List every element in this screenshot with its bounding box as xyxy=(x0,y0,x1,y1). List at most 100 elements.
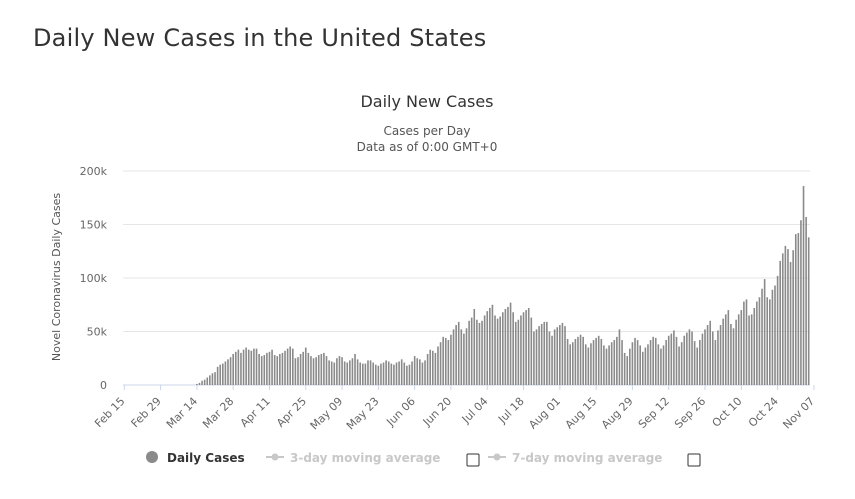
bar[interactable] xyxy=(496,318,499,385)
bar[interactable] xyxy=(444,337,447,385)
bar[interactable] xyxy=(600,338,603,385)
legend-item-3-day-average[interactable]: 3-day moving average xyxy=(266,451,440,465)
bar[interactable] xyxy=(400,359,403,385)
bar[interactable] xyxy=(639,345,641,385)
checkbox-3-day[interactable] xyxy=(466,453,480,467)
bar[interactable] xyxy=(457,321,460,385)
bar[interactable] xyxy=(802,185,805,385)
bar[interactable] xyxy=(730,324,732,385)
bar[interactable] xyxy=(489,307,491,385)
bar[interactable] xyxy=(678,346,680,385)
bar[interactable] xyxy=(608,345,610,385)
bar[interactable] xyxy=(761,288,763,385)
bar[interactable] xyxy=(623,352,626,385)
bar[interactable] xyxy=(338,356,341,385)
bar-series[interactable] xyxy=(196,185,810,386)
bar[interactable] xyxy=(463,333,465,385)
bar[interactable] xyxy=(209,375,211,385)
bar[interactable] xyxy=(227,359,229,385)
bar[interactable] xyxy=(229,357,232,385)
bar[interactable] xyxy=(499,316,502,385)
bar[interactable] xyxy=(701,333,704,385)
bar[interactable] xyxy=(315,357,317,385)
bar[interactable] xyxy=(735,319,737,385)
bar[interactable] xyxy=(727,310,730,385)
bar[interactable] xyxy=(652,336,654,385)
bar[interactable] xyxy=(691,331,693,386)
bar[interactable] xyxy=(336,358,338,385)
bar[interactable] xyxy=(522,312,525,385)
bar[interactable] xyxy=(750,314,753,385)
bar[interactable] xyxy=(512,312,514,385)
bar[interactable] xyxy=(292,348,294,385)
bar[interactable] xyxy=(657,344,660,385)
bar[interactable] xyxy=(743,301,745,385)
bar[interactable] xyxy=(634,337,636,385)
bar[interactable] xyxy=(211,373,214,385)
bar[interactable] xyxy=(660,348,662,385)
bar[interactable] xyxy=(491,304,494,385)
bar[interactable] xyxy=(577,336,579,385)
bar[interactable] xyxy=(297,357,299,385)
bar[interactable] xyxy=(779,260,781,385)
bar[interactable] xyxy=(307,352,310,385)
bar[interactable] xyxy=(504,309,507,385)
bar[interactable] xyxy=(805,217,807,385)
bar[interactable] xyxy=(247,349,250,385)
bar[interactable] xyxy=(486,311,489,385)
bar[interactable] xyxy=(758,297,761,385)
bar[interactable] xyxy=(665,340,667,385)
bar[interactable] xyxy=(465,328,468,385)
bar[interactable] xyxy=(605,348,608,385)
bar[interactable] xyxy=(310,356,312,385)
bar[interactable] xyxy=(670,333,673,385)
bar[interactable] xyxy=(413,356,416,385)
bar[interactable] xyxy=(551,335,553,385)
bar[interactable] xyxy=(654,337,657,385)
bar[interactable] xyxy=(501,312,504,385)
bar[interactable] xyxy=(494,315,496,385)
bar[interactable] xyxy=(253,348,255,385)
bar[interactable] xyxy=(395,362,398,385)
bar[interactable] xyxy=(535,329,538,385)
bar[interactable] xyxy=(333,362,336,385)
bar[interactable] xyxy=(794,234,797,385)
bar[interactable] xyxy=(763,279,766,385)
bar[interactable] xyxy=(636,340,639,385)
bar[interactable] xyxy=(234,351,237,385)
bar[interactable] xyxy=(284,350,286,385)
bar[interactable] xyxy=(330,361,333,385)
bar[interactable] xyxy=(216,366,219,385)
bar[interactable] xyxy=(369,360,372,385)
bar[interactable] xyxy=(273,355,276,385)
bar[interactable] xyxy=(232,353,234,385)
bar[interactable] xyxy=(561,322,564,385)
bar[interactable] xyxy=(478,322,481,385)
bar[interactable] xyxy=(621,340,623,385)
bar[interactable] xyxy=(468,320,470,385)
bar[interactable] xyxy=(530,317,533,385)
checkbox-7-day[interactable] xyxy=(687,453,701,467)
legend[interactable]: Daily Cases 3-day moving average 7-day mov… xyxy=(146,451,701,467)
bar[interactable] xyxy=(312,358,315,385)
bar[interactable] xyxy=(266,352,268,385)
bar[interactable] xyxy=(260,356,263,385)
bar[interactable] xyxy=(756,301,758,385)
bar[interactable] xyxy=(520,315,522,385)
bar[interactable] xyxy=(717,330,719,385)
bar[interactable] xyxy=(748,315,750,385)
bar[interactable] xyxy=(416,358,419,385)
bar[interactable] xyxy=(421,362,424,385)
bar[interactable] xyxy=(367,360,369,385)
bar[interactable] xyxy=(374,364,377,385)
bar[interactable] xyxy=(699,340,701,385)
bar[interactable] xyxy=(198,382,201,385)
bar[interactable] xyxy=(597,335,600,385)
bar[interactable] xyxy=(294,358,297,385)
bar[interactable] xyxy=(364,363,367,385)
bar[interactable] xyxy=(771,289,774,385)
bar[interactable] xyxy=(610,342,613,385)
bar[interactable] xyxy=(286,348,289,385)
bar[interactable] xyxy=(592,340,595,385)
bar[interactable] xyxy=(595,337,597,385)
